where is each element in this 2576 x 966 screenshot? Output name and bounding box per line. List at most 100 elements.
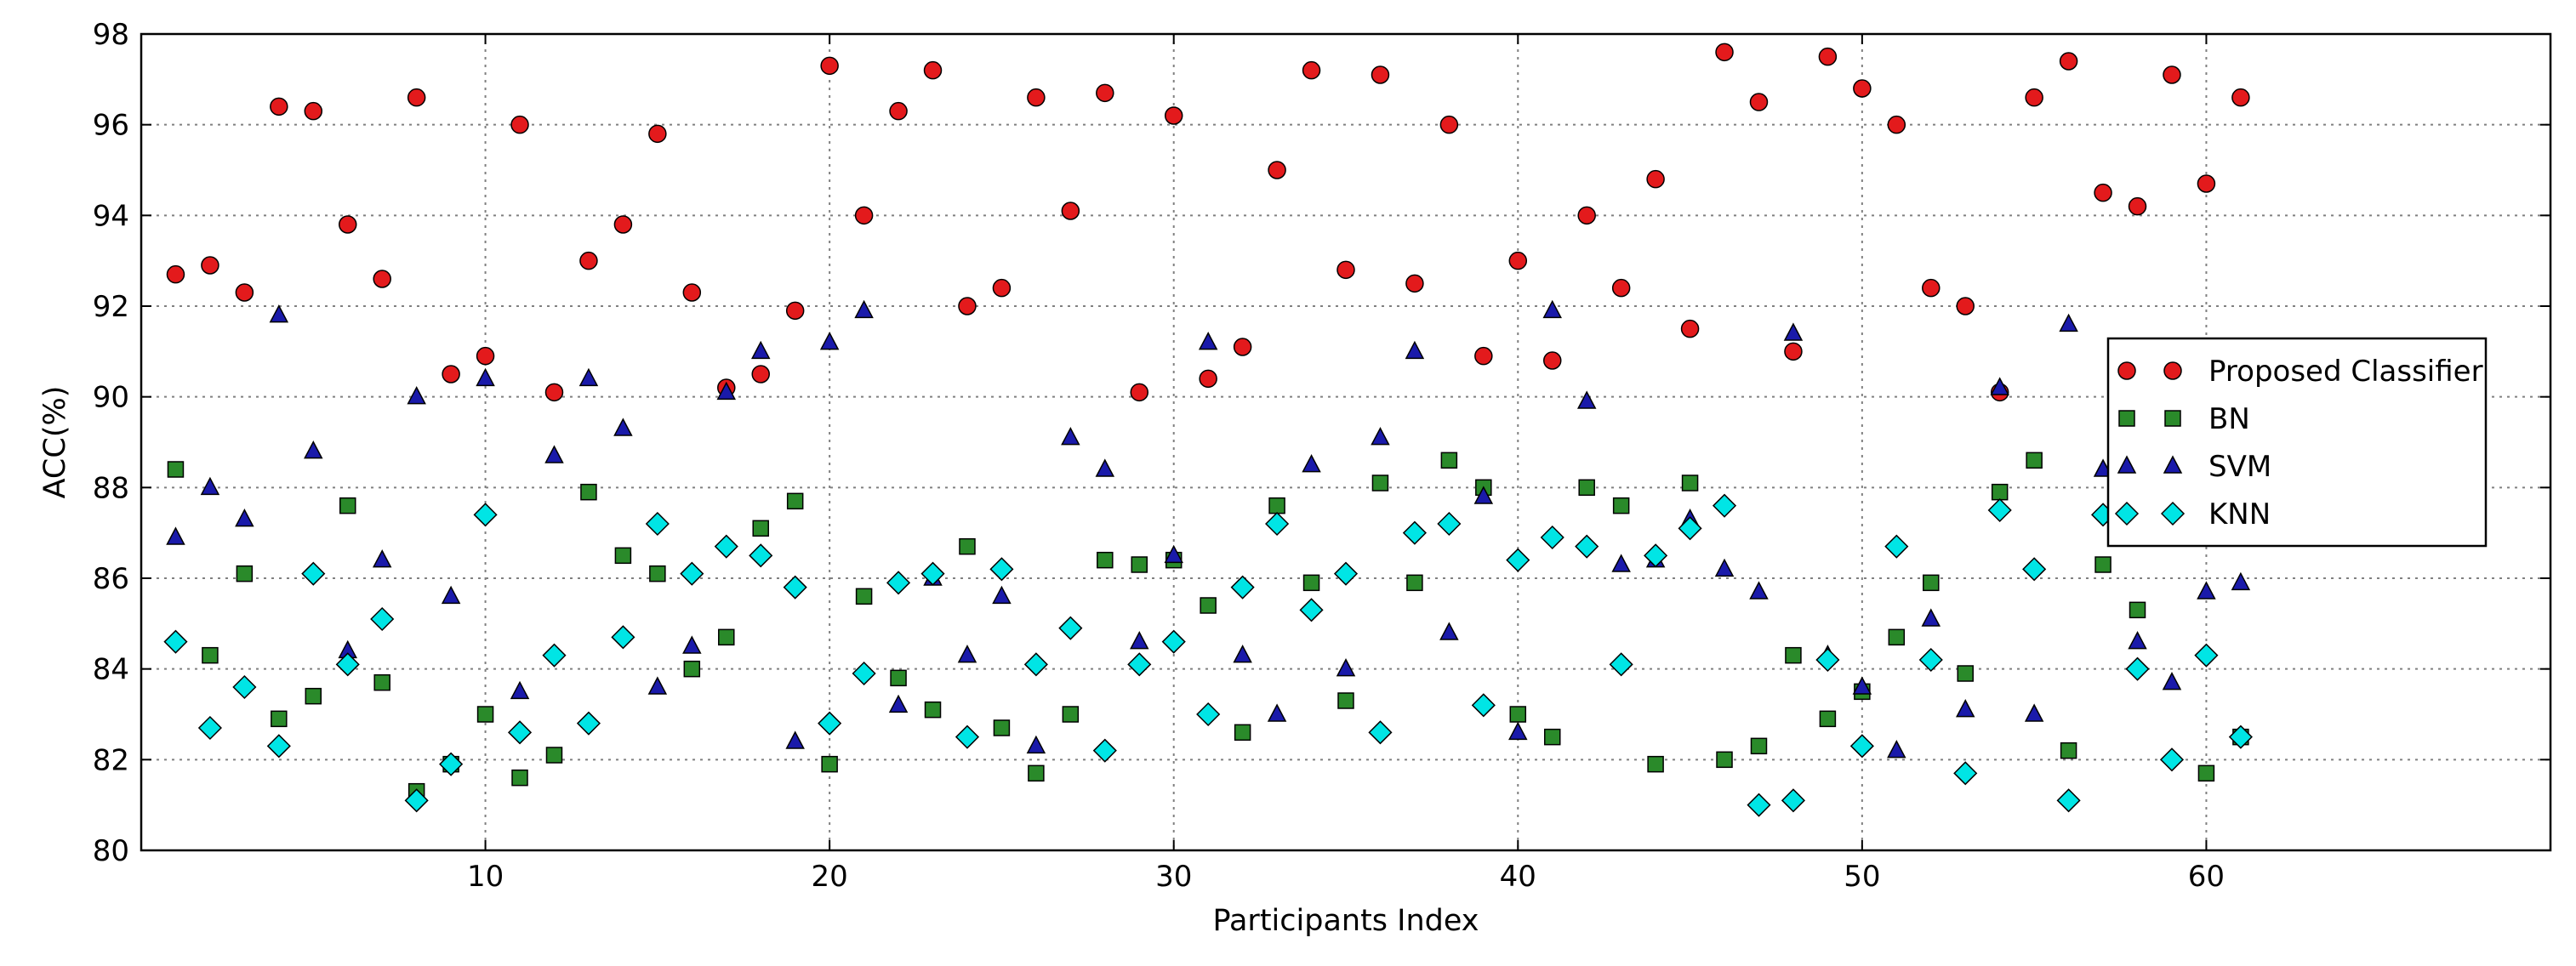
- data-point: [1680, 319, 1700, 338]
- data-point: [613, 418, 633, 436]
- data-point: [1405, 340, 1425, 360]
- data-point: [1612, 497, 1630, 514]
- data-point: [1716, 751, 1733, 769]
- y-axis-title: ACC(%): [38, 386, 72, 499]
- data-point: [1953, 761, 1978, 786]
- data-point: [1233, 645, 1252, 663]
- data-point: [269, 304, 289, 323]
- data-point: [854, 206, 874, 225]
- data-point: [1268, 161, 1286, 179]
- data-point: [2128, 196, 2147, 216]
- data-point: [1092, 738, 1117, 763]
- data-point: [820, 56, 839, 76]
- x-tick-label: 50: [1844, 860, 1880, 894]
- data-point: [1437, 511, 1462, 537]
- data-point: [2231, 571, 2251, 591]
- plot-frame: [140, 32, 2552, 852]
- data-point: [2094, 183, 2112, 202]
- data-point: [1164, 544, 1183, 564]
- data-point: [1474, 346, 1493, 366]
- data-point: [1058, 616, 1083, 640]
- data-point: [372, 549, 392, 568]
- data-point: [1164, 106, 1183, 125]
- data-point: [888, 694, 909, 713]
- data-point: [2025, 88, 2043, 107]
- x-tick-label: 10: [467, 860, 504, 894]
- data-point: [1540, 525, 1564, 550]
- data-point: [2128, 631, 2147, 650]
- legend-marker-bn: [2164, 410, 2181, 427]
- data-point: [1371, 474, 1389, 492]
- legend-marker-knn: [2160, 501, 2186, 526]
- data-point: [716, 381, 737, 401]
- data-point: [1506, 548, 1530, 572]
- legend-marker-knn: [2114, 501, 2140, 526]
- legend-marker-proposed-classifier: [2163, 361, 2182, 380]
- data-point: [1849, 734, 1874, 759]
- data-point: [1609, 652, 1633, 677]
- data-point: [647, 676, 668, 695]
- data-point: [1333, 561, 1359, 586]
- data-point: [1196, 702, 1221, 727]
- x-tick-label: 30: [1155, 860, 1192, 894]
- data-point: [473, 503, 498, 527]
- data-point: [1509, 706, 1527, 723]
- data-point: [992, 278, 1012, 298]
- data-point: [682, 635, 702, 654]
- data-markers: [163, 43, 2253, 817]
- data-point: [1576, 390, 1597, 409]
- y-tick-label: 82: [93, 743, 129, 777]
- data-point: [236, 565, 254, 582]
- legend-label-bn: BN: [2208, 402, 2250, 436]
- data-point: [1473, 486, 1494, 504]
- data-point: [1268, 497, 1285, 514]
- data-point: [2060, 742, 2077, 759]
- data-point: [1818, 47, 1838, 66]
- data-point: [2194, 643, 2219, 668]
- data-point: [542, 643, 567, 668]
- data-point: [235, 283, 254, 302]
- y-tick-label: 86: [93, 562, 129, 596]
- data-point: [1406, 574, 1423, 592]
- data-point: [2163, 65, 2181, 84]
- y-tick-label: 92: [93, 290, 129, 324]
- data-point: [1785, 646, 1802, 664]
- data-point: [1749, 581, 1769, 599]
- data-point: [510, 680, 530, 700]
- data-point: [923, 60, 943, 80]
- data-point: [1302, 574, 1320, 592]
- data-point: [2059, 52, 2078, 71]
- data-point: [1371, 65, 1390, 84]
- data-point: [1131, 556, 1148, 573]
- data-point: [989, 557, 1014, 582]
- data-point: [1130, 631, 1149, 650]
- data-point: [373, 673, 390, 691]
- data-point: [1887, 740, 1906, 759]
- data-point: [1991, 483, 2009, 501]
- x-axis-title: Participants Index: [1212, 904, 1479, 938]
- data-point: [476, 367, 495, 387]
- data-point: [1402, 520, 1427, 545]
- data-point: [167, 461, 185, 478]
- data-point: [1371, 427, 1390, 446]
- x-tick-label: 40: [1500, 860, 1536, 894]
- data-point: [1471, 693, 1496, 718]
- data-point: [2024, 703, 2044, 722]
- data-point: [1918, 647, 1943, 673]
- data-point: [955, 724, 980, 749]
- data-point: [404, 788, 429, 813]
- data-point: [1028, 764, 1045, 782]
- data-point: [786, 492, 804, 510]
- data-point: [1233, 338, 1252, 356]
- y-tick-label: 90: [93, 381, 129, 415]
- data-point: [1749, 93, 1769, 111]
- data-point: [1957, 665, 1974, 682]
- series-bn: [167, 452, 2249, 800]
- data-point: [920, 561, 945, 586]
- data-point: [200, 476, 220, 496]
- data-point: [1542, 351, 1562, 370]
- y-tick-label: 94: [93, 199, 129, 233]
- data-point: [1061, 202, 1080, 220]
- data-point: [1508, 251, 1528, 270]
